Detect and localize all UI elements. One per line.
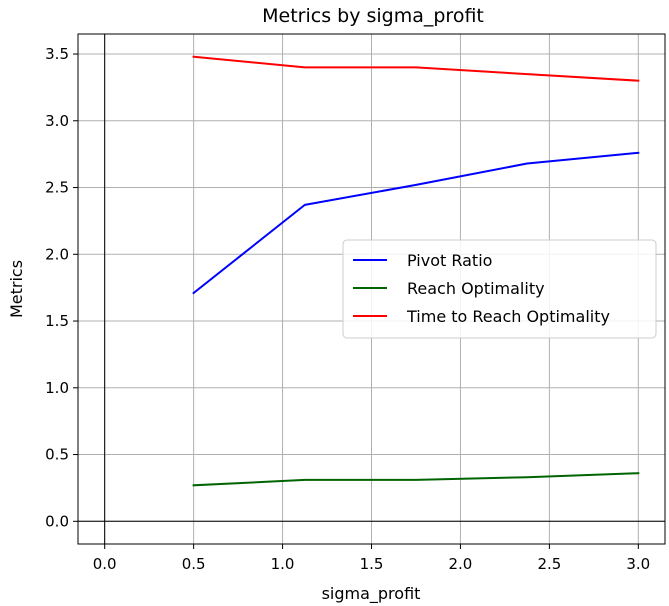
y-tick-label: 1.5 — [45, 312, 69, 330]
zero-axes — [78, 34, 665, 544]
y-tick-label: 2.5 — [45, 179, 69, 197]
series-line-0 — [192, 151, 640, 295]
chart-title: Metrics by sigma_profit — [262, 5, 484, 27]
y-tick-label: 0.0 — [45, 512, 69, 530]
x-tick-label: 3.0 — [626, 555, 650, 573]
x-tick-label: 0.5 — [182, 555, 206, 573]
series-group — [192, 55, 640, 487]
series-line-2 — [192, 55, 640, 82]
legend-entry-2: Time to Reach Optimality — [406, 307, 610, 326]
legend-entry-0: Pivot Ratio — [407, 251, 492, 270]
y-tick-labels: 0.0 0.5 1.0 1.5 2.0 2.5 3.0 3.5 — [45, 45, 78, 530]
y-axis-label: Metrics — [7, 260, 26, 318]
legend: Pivot Ratio Reach Optimality Time to Reach… — [342, 239, 657, 339]
y-tick-label: 3.0 — [45, 112, 69, 130]
y-tick-label: 3.5 — [45, 45, 69, 63]
x-axis-label: sigma_profit — [322, 584, 421, 604]
x-tick-label: 1.0 — [271, 555, 295, 573]
y-tick-label: 0.5 — [45, 446, 69, 464]
x-tick-labels: 0.0 0.5 1.0 1.5 2.0 2.5 3.0 — [93, 544, 650, 573]
x-tick-label: 1.5 — [360, 555, 384, 573]
y-tick-label: 2.0 — [45, 245, 69, 263]
legend-entry-1: Reach Optimality — [407, 279, 545, 298]
x-tick-label: 2.0 — [449, 555, 473, 573]
x-tick-label: 0.0 — [93, 555, 117, 573]
x-tick-label: 2.5 — [537, 555, 561, 573]
y-tick-label: 1.0 — [45, 379, 69, 397]
legend-box — [342, 239, 657, 339]
series-line-1 — [192, 472, 640, 487]
